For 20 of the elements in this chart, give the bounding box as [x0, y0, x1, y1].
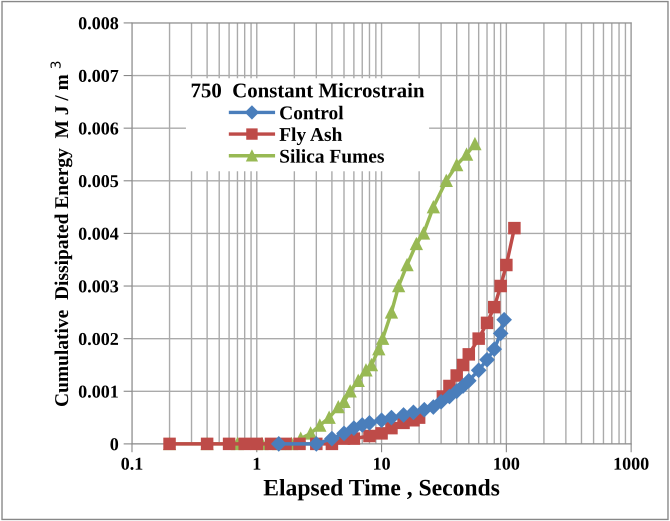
y-tick-label: 0.007: [78, 70, 118, 82]
x-tick-label: 0.1: [121, 458, 142, 470]
y-tick-label: 0.005: [78, 175, 118, 188]
x-tick-label: 1: [254, 458, 260, 470]
legend-label: Silica Fumes: [280, 149, 384, 163]
y-tick-label: 0.008: [78, 17, 118, 30]
y-tick-label: 0.003: [78, 280, 118, 293]
y-tick-label: 0.004: [78, 228, 118, 240]
legend-label: Fly Ash: [279, 127, 342, 146]
y-tick-label: 0.001: [78, 386, 118, 398]
legend-label: Control: [280, 106, 344, 120]
y-axis-title: Cumulative Dissipated Energy M J / m $^{3}$: [50, 62, 72, 406]
y-tick-label: 0.006: [78, 122, 118, 135]
x-tick-label: 10: [374, 458, 390, 470]
x-tick-label: 100: [494, 458, 520, 470]
x-axis-title: Elapsed Time , Seconds: [264, 479, 500, 500]
y-tick-label: 0: [110, 438, 118, 450]
legend-title: 750 Constant Microstrain: [192, 82, 424, 98]
x-tick-label: 1000: [614, 458, 649, 470]
y-tick-label: 0.002: [78, 332, 118, 346]
